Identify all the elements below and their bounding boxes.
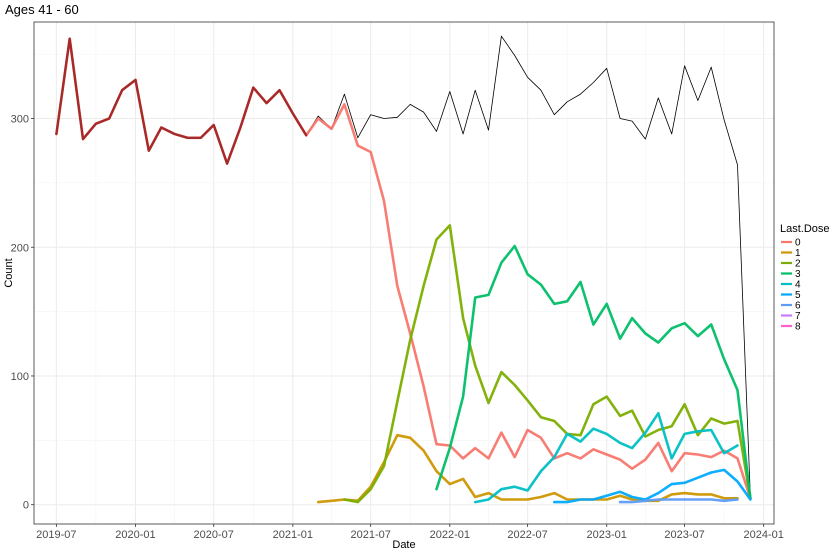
plot-panel: [34, 22, 774, 524]
series-layer: [55, 37, 752, 504]
x-axis-label: Date: [392, 539, 415, 551]
legend-label-dose-0: 0: [795, 238, 801, 249]
x-tick-label: 2023-07: [664, 529, 704, 541]
series-line-dose-2: [343, 224, 752, 504]
x-tick-label: 2020-07: [194, 529, 234, 541]
x-tick-label: 2024-01: [743, 529, 783, 541]
legend-label-dose-3: 3: [795, 269, 801, 280]
x-axis: 2019-07 2020-01 2020-07 2021-01 2021-07 2022-…: [36, 524, 784, 541]
x-tick-label: 2019-07: [36, 529, 76, 541]
y-tick-label: 0: [23, 500, 29, 512]
series-line-dose-6: [618, 498, 739, 504]
x-tick-label: 2022-01: [430, 529, 470, 541]
major-gridlines: [33, 21, 775, 525]
y-axis-label: Count: [3, 258, 15, 287]
x-tick-label: 2021-01: [273, 529, 313, 541]
legend-label-dose-2: 2: [795, 259, 801, 270]
y-axis: 0 100 200 300: [11, 114, 34, 512]
legend-label-dose-7: 7: [795, 311, 801, 322]
y-tick-label: 100: [11, 371, 29, 383]
series-line-dose-3: [435, 244, 752, 500]
legend-label-dose-5: 5: [795, 290, 801, 301]
series-line-dose-1: [316, 433, 739, 504]
minor-gridlines: [34, 22, 774, 524]
x-tick-label: 2023-01: [587, 529, 627, 541]
y-tick-label: 300: [11, 114, 29, 126]
x-tick-label: 2022-07: [507, 529, 547, 541]
legend-title: Last.Dose: [780, 223, 829, 235]
legend-label-dose-6: 6: [795, 301, 801, 312]
plot-panel-border: [33, 21, 775, 525]
series-line-dose-4: [473, 411, 739, 504]
x-tick-label: 2020-01: [115, 529, 155, 541]
legend-label-dose-8: 8: [795, 322, 801, 333]
legend-label-dose-1: 1: [795, 248, 801, 259]
x-tick-label: 2021-07: [350, 529, 390, 541]
overlap-total-dose-0-line: [55, 37, 308, 165]
legend-label-dose-4: 4: [795, 280, 801, 291]
series-line-dose-5: [552, 468, 752, 504]
y-tick-label: 200: [11, 242, 29, 254]
chart-title: Ages 41 - 60: [5, 2, 79, 17]
